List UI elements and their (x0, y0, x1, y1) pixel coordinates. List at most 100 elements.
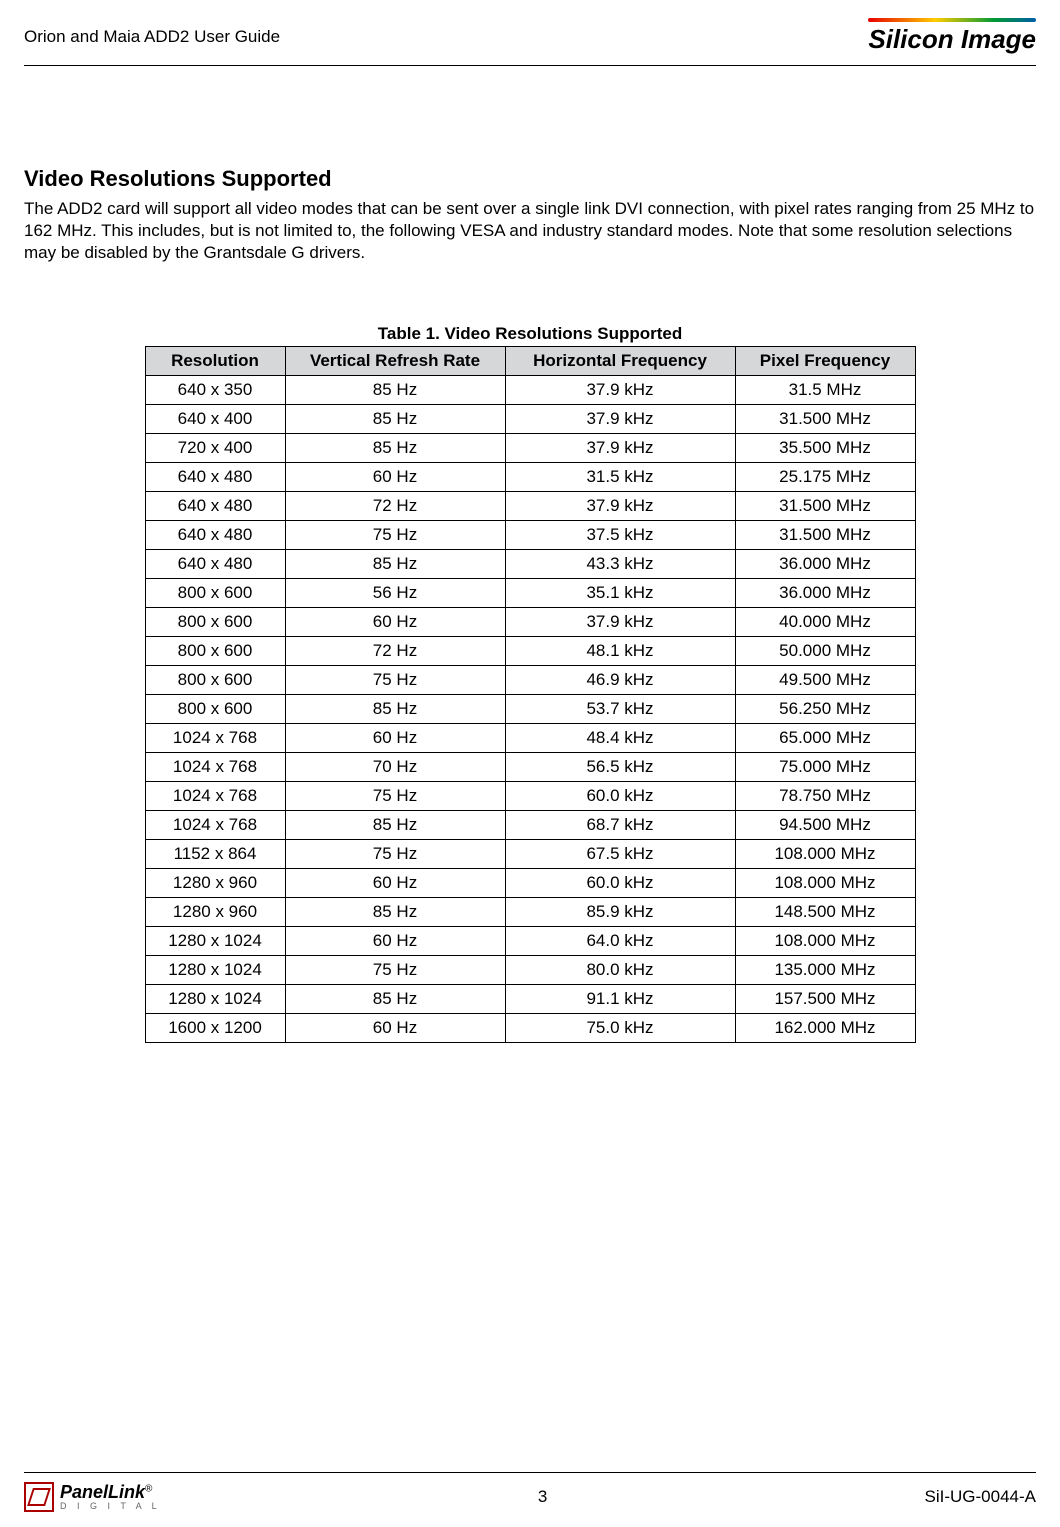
table-cell: 640 x 350 (145, 376, 285, 405)
page-header: Orion and Maia ADD2 User Guide Silicon I… (24, 18, 1036, 61)
table-cell: 60 Hz (285, 608, 505, 637)
table-row: 1280 x 102485 Hz91.1 kHz157.500 MHz (145, 985, 915, 1014)
table-cell: 25.175 MHz (735, 463, 915, 492)
table-cell: 48.1 kHz (505, 637, 735, 666)
table-row: 720 x 40085 Hz37.9 kHz35.500 MHz (145, 434, 915, 463)
table-cell: 72 Hz (285, 637, 505, 666)
document-code: SiI-UG-0044-A (925, 1487, 1036, 1507)
table-row: 1024 x 76875 Hz60.0 kHz78.750 MHz (145, 782, 915, 811)
table-cell: 37.9 kHz (505, 434, 735, 463)
table-cell: 75.0 kHz (505, 1014, 735, 1043)
table-header-row: ResolutionVertical Refresh RateHorizonta… (145, 347, 915, 376)
table-cell: 75 Hz (285, 521, 505, 550)
table-cell: 720 x 400 (145, 434, 285, 463)
table-cell: 85 Hz (285, 434, 505, 463)
table-cell: 56.250 MHz (735, 695, 915, 724)
table-cell: 640 x 400 (145, 405, 285, 434)
table-cell: 31.500 MHz (735, 492, 915, 521)
table-cell: 85 Hz (285, 811, 505, 840)
table-cell: 800 x 600 (145, 695, 285, 724)
table-row: 1024 x 76885 Hz68.7 kHz94.500 MHz (145, 811, 915, 840)
table-cell: 85.9 kHz (505, 898, 735, 927)
table-cell: 53.7 kHz (505, 695, 735, 724)
table-cell: 60 Hz (285, 927, 505, 956)
footer-logo: PanelLink® D I G I T A L (24, 1481, 161, 1513)
table-row: 1024 x 76860 Hz48.4 kHz65.000 MHz (145, 724, 915, 753)
table-row: 640 x 35085 Hz37.9 kHz31.5 MHz (145, 376, 915, 405)
table-cell: 135.000 MHz (735, 956, 915, 985)
table-cell: 48.4 kHz (505, 724, 735, 753)
table-cell: 800 x 600 (145, 666, 285, 695)
table-cell: 148.500 MHz (735, 898, 915, 927)
table-cell: 85 Hz (285, 898, 505, 927)
table-row: 640 x 48075 Hz37.5 kHz31.500 MHz (145, 521, 915, 550)
footer-logo-sub: D I G I T A L (60, 1502, 161, 1511)
table-caption: Table 1. Video Resolutions Supported (24, 324, 1036, 344)
table-cell: 56 Hz (285, 579, 505, 608)
table-cell: 60 Hz (285, 463, 505, 492)
table-cell: 800 x 600 (145, 608, 285, 637)
table-cell: 80.0 kHz (505, 956, 735, 985)
table-cell: 31.5 MHz (735, 376, 915, 405)
table-cell: 60 Hz (285, 724, 505, 753)
panellink-icon (24, 1482, 54, 1512)
table-cell: 85 Hz (285, 985, 505, 1014)
table-col-header: Resolution (145, 347, 285, 376)
table-row: 1600 x 120060 Hz75.0 kHz162.000 MHz (145, 1014, 915, 1043)
table-cell: 75 Hz (285, 840, 505, 869)
table-cell: 43.3 kHz (505, 550, 735, 579)
table-row: 640 x 48085 Hz43.3 kHz36.000 MHz (145, 550, 915, 579)
table-row: 1152 x 86475 Hz67.5 kHz108.000 MHz (145, 840, 915, 869)
table-cell: 108.000 MHz (735, 840, 915, 869)
table-row: 1280 x 96085 Hz85.9 kHz148.500 MHz (145, 898, 915, 927)
resolutions-table: ResolutionVertical Refresh RateHorizonta… (145, 346, 916, 1043)
table-cell: 640 x 480 (145, 492, 285, 521)
table-row: 1280 x 102460 Hz64.0 kHz108.000 MHz (145, 927, 915, 956)
table-cell: 1280 x 1024 (145, 927, 285, 956)
table-cell: 49.500 MHz (735, 666, 915, 695)
table-row: 1280 x 102475 Hz80.0 kHz135.000 MHz (145, 956, 915, 985)
table-cell: 35.1 kHz (505, 579, 735, 608)
table-cell: 36.000 MHz (735, 550, 915, 579)
table-col-header: Pixel Frequency (735, 347, 915, 376)
table-row: 800 x 60060 Hz37.9 kHz40.000 MHz (145, 608, 915, 637)
table-cell: 78.750 MHz (735, 782, 915, 811)
table-cell: 60.0 kHz (505, 869, 735, 898)
footer-divider (24, 1472, 1036, 1473)
section-heading: Video Resolutions Supported (24, 166, 1036, 192)
footer-logo-main: PanelLink (60, 1482, 145, 1502)
table-row: 1024 x 76870 Hz56.5 kHz75.000 MHz (145, 753, 915, 782)
table-cell: 1024 x 768 (145, 811, 285, 840)
table-cell: 1280 x 1024 (145, 985, 285, 1014)
table-cell: 37.9 kHz (505, 376, 735, 405)
table-cell: 68.7 kHz (505, 811, 735, 840)
table-cell: 31.500 MHz (735, 405, 915, 434)
table-row: 800 x 60075 Hz46.9 kHz49.500 MHz (145, 666, 915, 695)
table-cell: 108.000 MHz (735, 927, 915, 956)
table-col-header: Horizontal Frequency (505, 347, 735, 376)
page-footer: PanelLink® D I G I T A L 3 SiI-UG-0044-A (24, 1472, 1036, 1513)
table-cell: 85 Hz (285, 405, 505, 434)
table-cell: 31.500 MHz (735, 521, 915, 550)
table-cell: 60 Hz (285, 869, 505, 898)
table-cell: 65.000 MHz (735, 724, 915, 753)
table-cell: 36.000 MHz (735, 579, 915, 608)
document-title: Orion and Maia ADD2 User Guide (24, 27, 280, 47)
table-cell: 85 Hz (285, 550, 505, 579)
section-body: The ADD2 card will support all video mod… (24, 198, 1036, 264)
table-cell: 108.000 MHz (735, 869, 915, 898)
table-cell: 31.5 kHz (505, 463, 735, 492)
table-cell: 60 Hz (285, 1014, 505, 1043)
table-cell: 56.5 kHz (505, 753, 735, 782)
table-cell: 46.9 kHz (505, 666, 735, 695)
table-cell: 1280 x 1024 (145, 956, 285, 985)
table-cell: 1600 x 1200 (145, 1014, 285, 1043)
table-cell: 37.9 kHz (505, 492, 735, 521)
table-cell: 1280 x 960 (145, 898, 285, 927)
table-row: 640 x 48072 Hz37.9 kHz31.500 MHz (145, 492, 915, 521)
table-cell: 94.500 MHz (735, 811, 915, 840)
brand-logo: Silicon Image (868, 18, 1036, 55)
table-cell: 50.000 MHz (735, 637, 915, 666)
table-cell: 800 x 600 (145, 579, 285, 608)
table-cell: 40.000 MHz (735, 608, 915, 637)
